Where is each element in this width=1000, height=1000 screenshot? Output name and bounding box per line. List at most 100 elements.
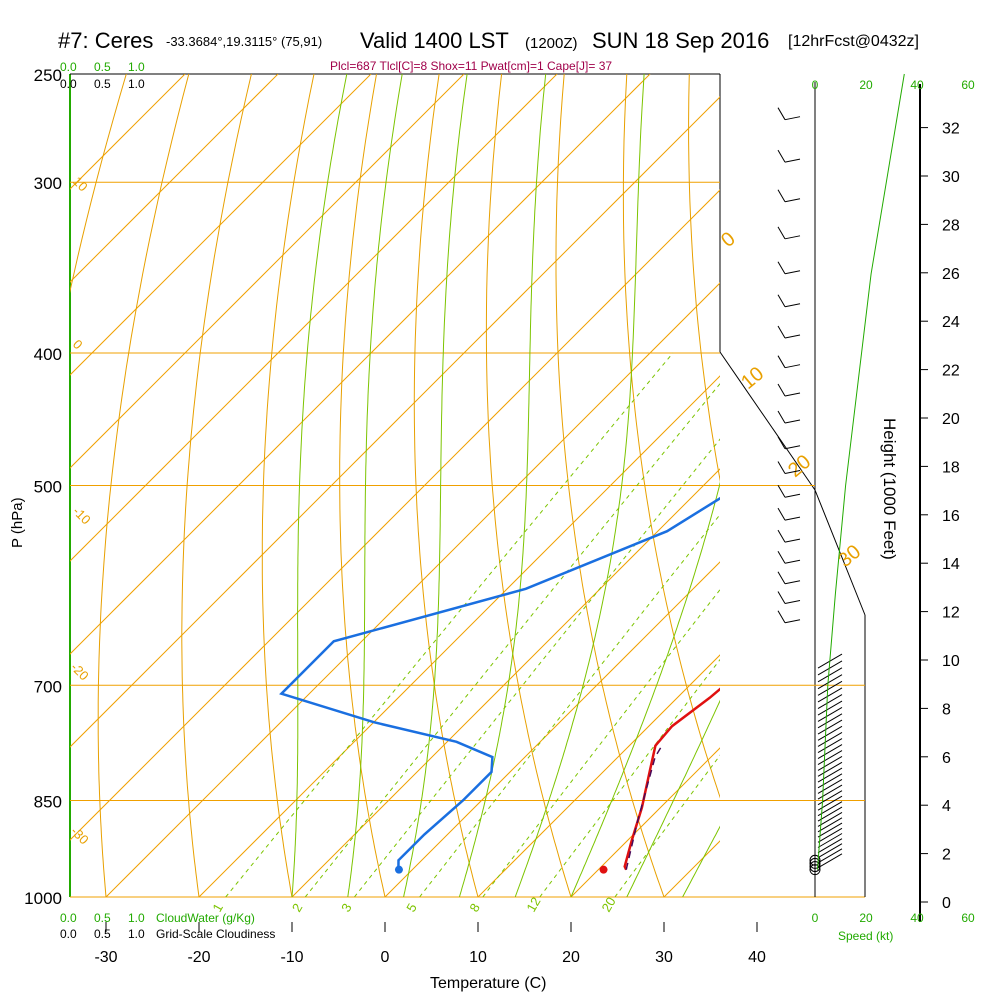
wind-barb (784, 419, 801, 424)
wind-barb (817, 694, 843, 709)
height-tick-label: 0 (942, 895, 951, 912)
height-tick-label: 2 (942, 847, 951, 864)
wind-barb (817, 812, 843, 827)
mixing-ratio-label: 20 (599, 894, 619, 914)
mixing-ratio-line (225, 352, 674, 897)
wind-barb (784, 516, 801, 521)
moist-adiabat-line (403, 74, 468, 897)
cloudiness-tick-top: 1.0 (128, 77, 145, 91)
pressure-tick-label: 500 (34, 478, 62, 497)
wind-barb-flag (777, 461, 786, 474)
wind-barb (817, 843, 843, 859)
isotherm-lines (70, 74, 720, 897)
valid-time: Valid 1400 LST (360, 28, 509, 53)
wind-barb-flag (777, 189, 786, 202)
wind-barb-flag (777, 436, 786, 450)
plot-frame (69, 73, 921, 922)
mixing-ratio-label: 12 (523, 894, 543, 914)
dry-adiabat-line (339, 74, 386, 897)
dry-adiabat-line (814, 74, 1000, 897)
pressure-tick-label: 250 (34, 66, 62, 85)
mixing-ratio-label: 5 (403, 901, 420, 915)
wind-barb (817, 827, 843, 843)
wind-barb-flag (777, 149, 786, 163)
wind-barb-flag (777, 107, 786, 120)
speed-line (817, 73, 905, 870)
pressure-tick-label: 700 (34, 677, 62, 696)
cloudwater-tick-bottom: 0.0 (60, 911, 77, 925)
pressure-tick-label: 1000 (24, 889, 62, 908)
temperature-tick-label: 30 (655, 949, 673, 966)
height-tick-label: 22 (942, 363, 960, 380)
mixing-ratio-label: 2 (289, 901, 306, 915)
calm-wind-circle (809, 864, 821, 876)
wind-barb-flag (777, 226, 786, 240)
wind-barb (817, 822, 843, 838)
wind-barb (784, 392, 801, 397)
isotherm-line (384, 561, 720, 897)
cloudwater-tick-bottom: 0.5 (94, 911, 111, 925)
wind-barb (784, 198, 801, 203)
wind-barb (817, 707, 843, 722)
isotherm-line (70, 96, 720, 748)
wind-barb (784, 116, 801, 121)
mixing-ratio-label: 8 (466, 901, 483, 915)
wind-barb (784, 334, 801, 339)
wind-barb (817, 713, 843, 729)
wind-barb (817, 756, 843, 771)
speed-tick-top: 20 (859, 78, 873, 92)
speed-tick-bottom: 20 (859, 911, 873, 925)
mixing-ratio-line (539, 658, 720, 897)
speed-tick-top: 60 (961, 78, 975, 92)
dry-adiabat-label: -10 (70, 504, 94, 528)
dry-adiabat-label: -30 (68, 824, 92, 848)
wind-barb (817, 660, 843, 676)
wind-barb (784, 364, 801, 369)
wind-barb-flag (777, 355, 786, 368)
cloudiness-tick-bottom: 0.0 (60, 927, 77, 941)
valid-date: SUN 18 Sep 2016 (592, 28, 769, 53)
calm-wind-circle (809, 854, 821, 866)
dry-adiabat-line (413, 74, 479, 897)
speed-label: Speed (kt) (838, 929, 893, 943)
height-tick-label: 8 (942, 701, 951, 718)
height-tick-label: 24 (942, 314, 960, 331)
wind-barb (817, 680, 843, 696)
height-tick-label: 4 (942, 798, 951, 815)
wind-barb-flag (777, 410, 786, 424)
cloudiness-tick-top: 0.0 (60, 77, 77, 91)
wind-speed-profile (817, 73, 905, 870)
cloudiness-tick-bottom: 0.5 (94, 927, 111, 941)
wind-barb (817, 687, 843, 703)
height-tick-label: 18 (942, 459, 960, 476)
temperature-tick-label: -10 (280, 949, 303, 966)
wind-barb (817, 750, 843, 765)
isotherm-line (70, 74, 651, 655)
dry-adiabat-label: 20 (784, 451, 815, 482)
temperature-tick-label: 10 (469, 949, 487, 966)
dry-adiabat-label: -20 (68, 660, 92, 684)
temperature-axis: -30 -20 -10 0 10 20 30 40 (94, 922, 766, 966)
wind-barb-flag (777, 294, 786, 307)
speed-tick-bottom: 0 (812, 911, 819, 925)
surface-temperature-marker (599, 865, 608, 874)
wind-barb-flag (777, 529, 786, 543)
wind-barb (817, 790, 843, 806)
dry-adiabat-label: 10 (737, 363, 768, 394)
wind-barb (784, 270, 801, 275)
sounding-profiles (279, 496, 720, 874)
isotherm-line (105, 282, 720, 897)
isotherm-line (291, 468, 720, 897)
dry-adiabat-line (622, 74, 720, 799)
isobar-lines (70, 181, 865, 802)
wind-barb-flag (777, 325, 786, 339)
isotherm-line (70, 74, 465, 469)
wind-barb (784, 619, 801, 624)
wind-barb (784, 235, 801, 240)
wind-barb (817, 732, 843, 747)
isotherm-line (70, 74, 372, 376)
wind-barb (784, 470, 801, 474)
mixing-ratio-line (614, 754, 720, 897)
moist-adiabat-line (626, 699, 720, 897)
